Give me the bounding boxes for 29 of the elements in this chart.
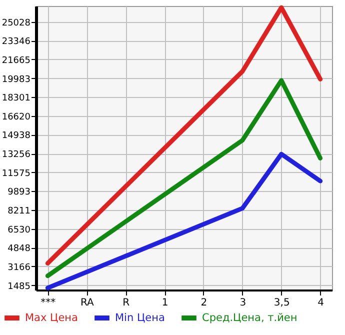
y-tick-label: 18301	[2, 94, 30, 104]
legend-label: Min Цена	[115, 312, 165, 324]
y-tick-label: 13256	[2, 150, 31, 160]
line-series	[45, 152, 323, 290]
x-tick-label: R	[122, 298, 130, 308]
x-tick-label: 3	[240, 298, 246, 308]
y-tick-label: 21665	[2, 56, 30, 66]
y-tick-label: 1485	[8, 282, 30, 292]
legend-label: Сред.Цена, т.йен	[202, 312, 298, 324]
x-tick-label: 1	[162, 298, 168, 308]
x-tick-label: RA	[80, 298, 94, 308]
legend-label: Max Цена	[25, 312, 78, 324]
y-tick-label: 14938	[2, 131, 31, 142]
x-tick-label: ***	[40, 298, 56, 308]
line-series	[45, 78, 323, 278]
x-tick-label: 4	[318, 298, 324, 308]
x-tick-label: 3,5	[274, 298, 290, 308]
line-series	[45, 5, 323, 266]
y-tick-label: 8211	[8, 206, 30, 217]
y-tick-label: 4848	[8, 244, 31, 254]
y-tick-label: 19983	[2, 74, 30, 85]
y-tick-label: 9893	[8, 188, 30, 198]
y-tick-label: 6530	[8, 225, 31, 236]
y-tick-label: 11575	[2, 168, 30, 179]
y-tick-label: 16620	[2, 112, 31, 122]
y-tick-label: 3166	[8, 262, 31, 273]
y-tick-label: 25028	[2, 18, 31, 28]
x-tick-label: 2	[200, 298, 208, 308]
y-tick-label: 23346	[2, 37, 31, 48]
